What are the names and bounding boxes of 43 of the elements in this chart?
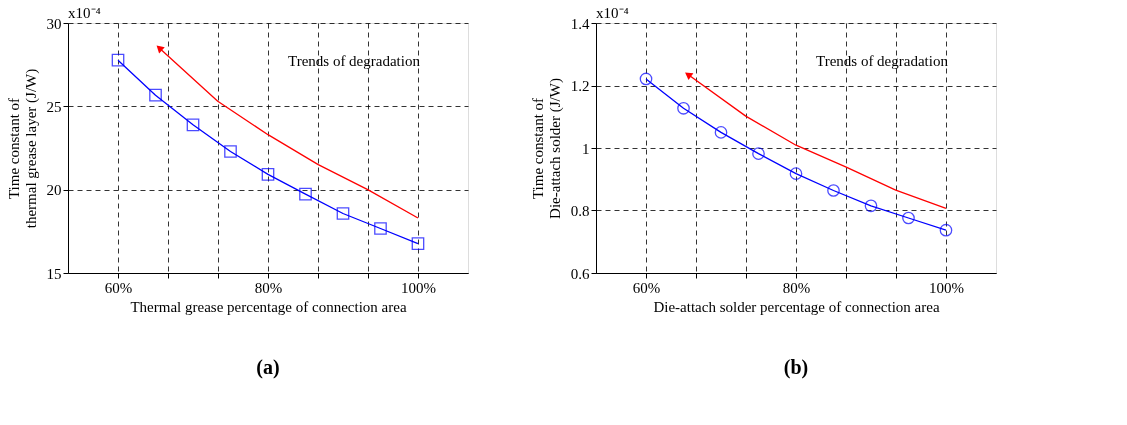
x-tick-label: 100%: [400, 279, 436, 296]
y-tick-label: 1.2: [570, 78, 590, 94]
point: [639, 72, 653, 86]
point: [677, 101, 690, 115]
y-axis-title: Time constant of thermal grease layer (J/W): [5, 68, 40, 229]
x-tick-label: 60%: [632, 279, 661, 296]
point: [902, 211, 915, 225]
y-tick-label: 0.8: [570, 203, 590, 219]
point: [864, 199, 878, 213]
point: [939, 223, 953, 237]
annotation: Trends of degradation: [816, 53, 949, 69]
x-axis-title: Thermal grease percentage of connection area: [130, 298, 407, 315]
y-tick-label: 0.6: [570, 265, 590, 282]
y-tick-label: 25: [46, 98, 62, 115]
text: (b): [783, 356, 809, 379]
annotation: Trends of degradation: [288, 53, 421, 69]
y-tick-label: 30: [46, 15, 62, 32]
text: x10⁻⁴: [68, 5, 101, 21]
x-tick-label: 60%: [104, 279, 133, 296]
point: [752, 147, 765, 160]
text: x10⁻⁴: [596, 5, 629, 21]
point: [374, 222, 387, 235]
point: [186, 118, 200, 132]
x-tick-label: 100%: [928, 279, 964, 296]
x-tick-label: 80%: [254, 279, 283, 296]
y-tick-label: 1: [582, 140, 590, 157]
point: [261, 167, 275, 181]
y-tick-label: 20: [46, 182, 62, 199]
x-axis-title: Die-attach solder percentage of connection area: [653, 298, 940, 315]
point: [149, 88, 162, 102]
point: [224, 145, 237, 158]
point: [411, 237, 425, 251]
point: [111, 53, 125, 67]
y-axis-title: Time constant of Die-attach solder (J/W): [529, 78, 564, 219]
y-tick-label: 1.4: [570, 15, 590, 32]
y-tick-label: 15: [46, 265, 62, 282]
point: [714, 126, 728, 139]
text: (a): [256, 356, 280, 379]
point: [789, 167, 803, 180]
point: [299, 187, 312, 201]
point: [336, 207, 350, 220]
point: [827, 184, 840, 197]
x-tick-label: 80%: [782, 279, 811, 296]
